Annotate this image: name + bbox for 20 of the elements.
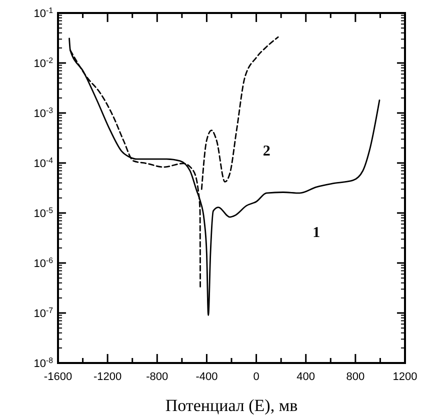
y-tick-label: 10$^{-8}$ xyxy=(34,356,54,370)
x-tick-label: -400 xyxy=(196,371,218,383)
x-tick-label: 0 xyxy=(253,371,260,383)
y-tick-label: 10$^{-7}$ xyxy=(34,306,53,320)
text: 1 xyxy=(312,225,320,242)
series-label: 2 xyxy=(262,143,270,160)
y-tick-label: 10$^{-1}$ xyxy=(34,6,54,20)
y-tick-label: 10$^{-3}$ xyxy=(34,106,54,120)
x-tick-label: -800 xyxy=(146,371,168,383)
x-tick-label: -1600 xyxy=(44,371,72,383)
y-tick-label: 10$^{-4}$ xyxy=(34,156,54,170)
x-tick-label: -1200 xyxy=(94,371,122,383)
y-tick-label: 10$^{-2}$ xyxy=(34,56,53,70)
x-tick-label: 800 xyxy=(346,371,365,383)
y-tick-label: 10$^{-6}$ xyxy=(34,256,54,270)
line-series xyxy=(68,38,380,316)
x-tick-label: 400 xyxy=(296,371,316,383)
x-axis-title: Потенциал (E), мв xyxy=(165,396,298,415)
y-tick-label: 10$^{-5}$ xyxy=(34,206,54,220)
x-tick-label: 1200 xyxy=(392,371,418,383)
